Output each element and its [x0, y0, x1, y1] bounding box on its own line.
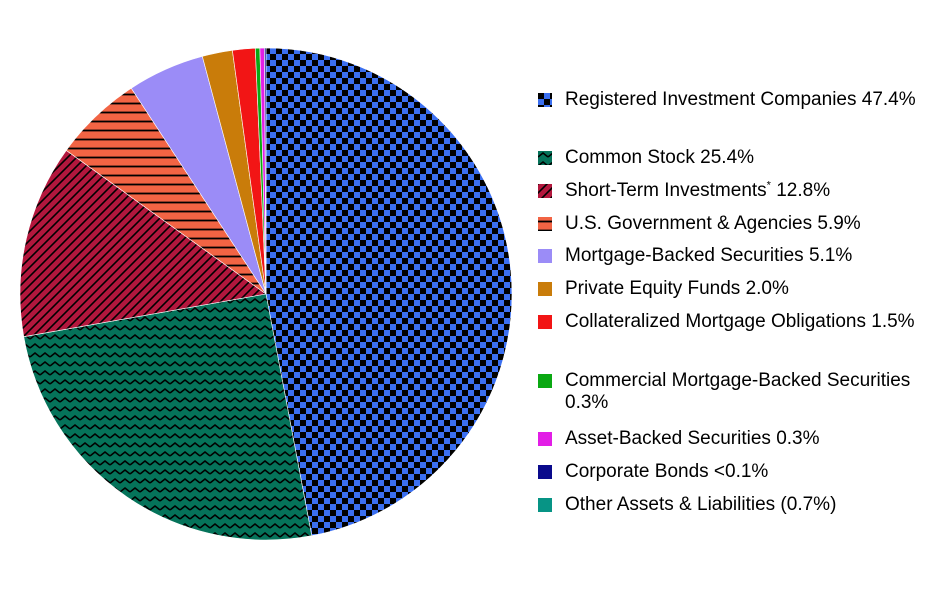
legend-swatch-fill [538, 282, 552, 296]
legend-swatch [538, 498, 552, 512]
legend-swatch [538, 374, 552, 388]
pie-slice-registered-investment-companies [265, 47, 513, 537]
legend-label: Common Stock 25.4% [565, 147, 755, 168]
legend-swatch-fill [538, 151, 552, 165]
legend-swatch [538, 184, 552, 198]
legend-swatch [538, 465, 552, 479]
pie-slice-short-term-investments [19, 149, 267, 338]
legend-swatch [538, 217, 552, 231]
legend-swatch [538, 151, 552, 165]
legend-label: Registered Investment Companies 47.4% [565, 89, 916, 110]
footnote-marker: * [766, 179, 771, 192]
legend-label: Mortgage-Backed Securities 5.1% [565, 245, 853, 266]
legend-swatch-fill [538, 217, 552, 231]
legend-swatch-fill [538, 432, 552, 446]
legend-swatch [538, 249, 552, 263]
legend-swatch-fill [538, 184, 552, 198]
pie-slices [19, 47, 513, 541]
legend-swatch-fill [538, 374, 552, 388]
legend-swatch-fill [538, 249, 552, 263]
legend-label: U.S. Government & Agencies 5.9% [565, 213, 861, 234]
legend-swatch-fill [538, 93, 552, 107]
legend-label: Private Equity Funds 2.0% [565, 278, 789, 299]
legend-swatch [538, 282, 552, 296]
legend-label: Commercial Mortgage-Backed Securities 0.… [565, 370, 911, 413]
legend-swatch [538, 432, 552, 446]
legend-swatch-fill [538, 315, 552, 329]
pie-slice-corporate-bonds [264, 47, 267, 295]
legend-swatch-fill [538, 498, 552, 512]
legend-swatch-fill [538, 465, 552, 479]
legend-label: Asset-Backed Securities 0.3% [565, 428, 820, 449]
legend-swatch [538, 93, 552, 107]
legend-label: Corporate Bonds <0.1% [565, 461, 769, 482]
legend-label: Short-Term Investments* 12.8% [565, 179, 831, 201]
pie-slice-common-stock [23, 293, 313, 541]
legend-label: Other Assets & Liabilities (0.7%) [565, 494, 837, 515]
legend-label: Collateralized Mortgage Obligations 1.5% [565, 311, 915, 332]
legend-swatch [538, 315, 552, 329]
